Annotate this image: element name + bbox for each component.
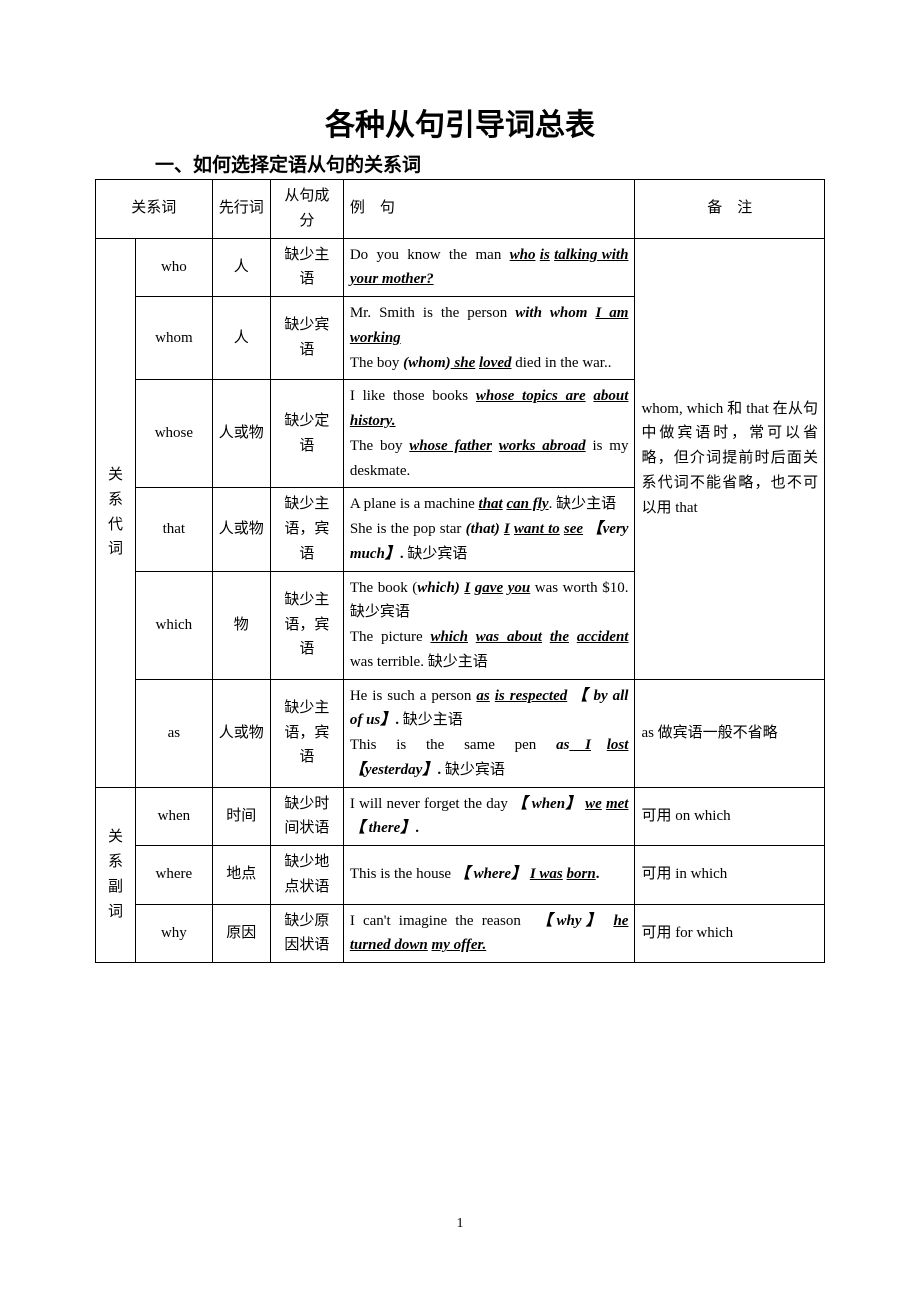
function: 缺少宾语 (270, 297, 343, 380)
big-note: whom, which 和 that 在从句中做宾语时，常可以省略，但介词提前时… (635, 238, 825, 679)
hdr-function: 从句成分 (270, 180, 343, 239)
hdr-note-post: 注 (737, 200, 752, 216)
antecedent: 人或物 (212, 679, 270, 787)
function: 缺少主语，宾语 (270, 679, 343, 787)
hdr-example-pre: 例 (350, 200, 365, 216)
note: 可用 in which (635, 846, 825, 905)
vert-char: 副 (102, 875, 129, 900)
example: A plane is a machine that can fly. 缺少主语S… (343, 488, 635, 571)
page-number: 1 (0, 1216, 920, 1232)
function: 缺少定语 (270, 380, 343, 488)
table-row: 关 系 代 词 who 人 缺少主语 Do you know the man w… (96, 238, 825, 297)
rel-word: whose (136, 380, 213, 488)
hdr-antecedent: 先行词 (212, 180, 270, 239)
note: 可用 for which (635, 904, 825, 963)
rel-word: where (136, 846, 213, 905)
vert-char: 关 (102, 825, 129, 850)
example: Do you know the man who is talking with … (343, 238, 635, 297)
vert-char: 系 (102, 850, 129, 875)
example: The book (which) I gave you was worth $1… (343, 571, 635, 679)
rel-word: as (136, 679, 213, 787)
document-title: 各种从句引导词总表 (95, 100, 825, 144)
hdr-note: 备 注 (635, 180, 825, 239)
vert-char: 词 (102, 900, 129, 925)
example: I will never forget the day 【 when】 we m… (343, 787, 635, 846)
vert-char: 关 (102, 463, 129, 488)
hdr-example-post: 句 (380, 200, 395, 216)
function: 缺少时间状语 (270, 787, 343, 846)
example: I like those books whose topics are abou… (343, 380, 635, 488)
antecedent: 人或物 (212, 380, 270, 488)
function: 缺少原因状语 (270, 904, 343, 963)
rel-word: whom (136, 297, 213, 380)
table-row: as 人或物 缺少主语，宾语 He is such a person as is… (96, 679, 825, 787)
antecedent: 原因 (212, 904, 270, 963)
vert-char: 词 (102, 537, 129, 562)
note: 可用 on which (635, 787, 825, 846)
example: I can't imagine the reason 【why】 he turn… (343, 904, 635, 963)
category-adverb: 关 系 副 词 (96, 787, 136, 963)
antecedent: 物 (212, 571, 270, 679)
table-row: 关 系 副 词 when 时间 缺少时间状语 I will never forg… (96, 787, 825, 846)
rel-word: which (136, 571, 213, 679)
example: He is such a person as is respected 【 by… (343, 679, 635, 787)
vert-char: 代 (102, 513, 129, 538)
note: as 做宾语一般不省略 (635, 679, 825, 787)
section-subtitle: 一、如何选择定语从句的关系词 (155, 150, 825, 177)
antecedent: 人 (212, 297, 270, 380)
antecedent: 人或物 (212, 488, 270, 571)
antecedent: 地点 (212, 846, 270, 905)
table-row: why 原因 缺少原因状语 I can't imagine the reason… (96, 904, 825, 963)
example: This is the house 【 where】 I was born. (343, 846, 635, 905)
rel-word: why (136, 904, 213, 963)
rel-word: that (136, 488, 213, 571)
function: 缺少主语，宾语 (270, 571, 343, 679)
rel-word: who (136, 238, 213, 297)
vert-char: 系 (102, 488, 129, 513)
table-row: where 地点 缺少地点状语 This is the house 【 wher… (96, 846, 825, 905)
clause-table: 关系词 先行词 从句成分 例 句 备 注 关 系 代 词 who 人 缺少主语 … (95, 179, 825, 963)
category-pronoun: 关 系 代 词 (96, 238, 136, 787)
hdr-note-pre: 备 (707, 200, 722, 216)
table-header-row: 关系词 先行词 从句成分 例 句 备 注 (96, 180, 825, 239)
rel-word: when (136, 787, 213, 846)
function: 缺少地点状语 (270, 846, 343, 905)
antecedent: 人 (212, 238, 270, 297)
antecedent: 时间 (212, 787, 270, 846)
function: 缺少主语，宾语 (270, 488, 343, 571)
hdr-example: 例 句 (343, 180, 635, 239)
function: 缺少主语 (270, 238, 343, 297)
hdr-relation: 关系词 (96, 180, 213, 239)
example: Mr. Smith is the person with whom I am w… (343, 297, 635, 380)
